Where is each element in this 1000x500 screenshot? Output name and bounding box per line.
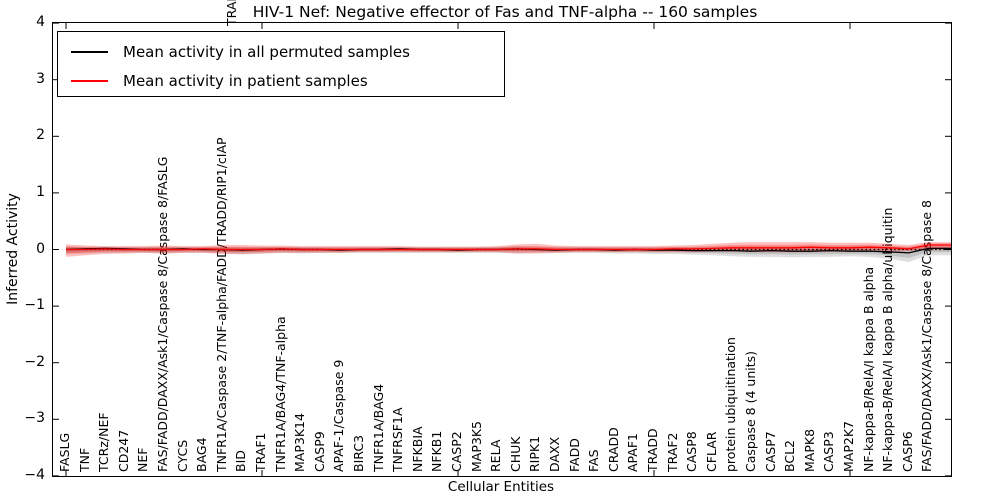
y-tick-label: 1: [36, 183, 45, 200]
legend-label: Mean activity in all permuted samples: [123, 42, 410, 61]
y-axis-title: Inferred Activity: [5, 193, 21, 305]
black-line-swatch: [71, 50, 108, 53]
red-line-swatch: [71, 79, 108, 82]
patient-mean-line: [66, 244, 951, 251]
y-tick-label: 0: [36, 240, 45, 257]
patient-range-band-inner: [66, 243, 951, 254]
chart-canvas: [53, 23, 951, 476]
legend-entry-patient: Mean activity in patient samples: [71, 66, 504, 95]
chart-title: HIV-1 Nef: Negative effector of Fas and …: [252, 3, 758, 21]
legend: Mean activity in all permuted samples Me…: [57, 31, 505, 97]
x-axis-title: Cellular Entities: [447, 479, 555, 495]
legend-entry-permuted: Mean activity in all permuted samples: [71, 37, 504, 66]
y-tick-label: −2: [24, 353, 45, 370]
y-tick-label: −3: [24, 410, 45, 427]
y-tick-label: 3: [36, 70, 45, 87]
plot-area: [52, 22, 952, 477]
y-tick-label: 2: [36, 127, 45, 144]
legend-label: Mean activity in patient samples: [123, 71, 368, 90]
y-tick-label: −1: [24, 297, 45, 314]
permuted-range-band-inner: [66, 247, 951, 258]
top-axis-label: TRAF5: [223, 0, 239, 26]
y-tick-label: 4: [36, 14, 45, 31]
y-tick-label: −4: [24, 466, 45, 483]
